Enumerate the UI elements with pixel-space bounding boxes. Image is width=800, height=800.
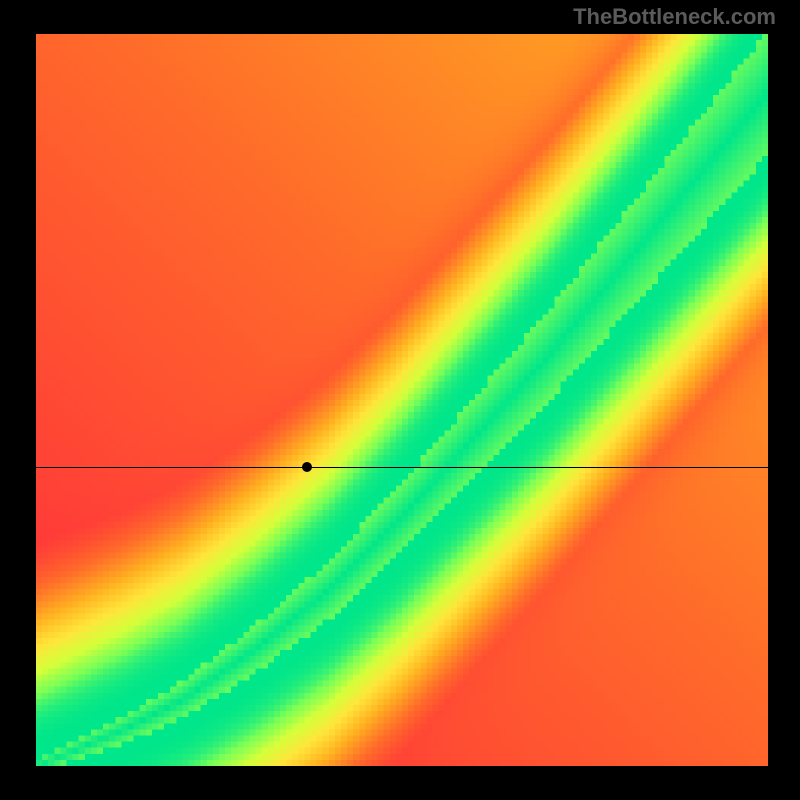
crosshair-point [302,462,312,472]
chart-container: TheBottleneck.com [0,0,800,800]
heatmap-plot [36,34,768,766]
heatmap-canvas [36,34,768,766]
crosshair-horizontal [36,467,768,468]
watermark-text: TheBottleneck.com [573,4,776,30]
